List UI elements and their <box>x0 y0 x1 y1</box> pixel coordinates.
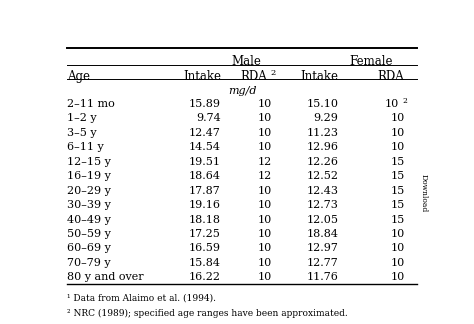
Text: 12.43: 12.43 <box>306 186 338 196</box>
Text: 12: 12 <box>258 171 272 181</box>
Text: 50–59 y: 50–59 y <box>66 229 110 239</box>
Text: 19.16: 19.16 <box>189 200 221 210</box>
Text: 12.05: 12.05 <box>306 214 338 225</box>
Text: 10: 10 <box>258 99 272 109</box>
Text: 10: 10 <box>258 214 272 225</box>
Text: 2–11 mo: 2–11 mo <box>66 99 114 109</box>
Text: 15: 15 <box>390 171 405 181</box>
Text: 9.29: 9.29 <box>314 113 338 123</box>
Text: 80 y and over: 80 y and over <box>66 272 143 283</box>
Text: 10: 10 <box>390 243 405 253</box>
Text: 10: 10 <box>258 186 272 196</box>
Text: 12.97: 12.97 <box>307 243 338 253</box>
Text: 16.22: 16.22 <box>189 272 221 283</box>
Text: 11.23: 11.23 <box>306 128 338 138</box>
Text: 10: 10 <box>390 113 405 123</box>
Text: 70–79 y: 70–79 y <box>66 258 110 268</box>
Text: Intake: Intake <box>301 70 338 83</box>
Text: 6–11 y: 6–11 y <box>66 142 103 152</box>
Text: 15: 15 <box>390 214 405 225</box>
Text: 12.77: 12.77 <box>307 258 338 268</box>
Text: Female: Female <box>350 55 393 68</box>
Text: RDA: RDA <box>378 70 405 83</box>
Text: 10: 10 <box>258 128 272 138</box>
Text: 15: 15 <box>390 200 405 210</box>
Text: 10: 10 <box>258 142 272 152</box>
Text: ² NRC (1989); specified age ranges have been approximated.: ² NRC (1989); specified age ranges have … <box>66 309 347 318</box>
Text: mg/d: mg/d <box>228 86 257 96</box>
Text: 10: 10 <box>258 272 272 283</box>
Text: 3–5 y: 3–5 y <box>66 128 96 138</box>
Text: 12.26: 12.26 <box>306 156 338 167</box>
Text: 1–2 y: 1–2 y <box>66 113 96 123</box>
Text: 15.89: 15.89 <box>189 99 221 109</box>
Text: 10: 10 <box>390 258 405 268</box>
Text: Intake: Intake <box>183 70 221 83</box>
Text: 18.84: 18.84 <box>306 229 338 239</box>
Text: 9.74: 9.74 <box>196 113 221 123</box>
Text: Male: Male <box>232 55 262 68</box>
Text: RDA: RDA <box>240 70 267 83</box>
Text: 10: 10 <box>390 229 405 239</box>
Text: 11.76: 11.76 <box>307 272 338 283</box>
Text: 10: 10 <box>258 229 272 239</box>
Text: 15: 15 <box>390 186 405 196</box>
Text: Age: Age <box>66 70 90 83</box>
Text: Download: Download <box>420 174 428 213</box>
Text: 10: 10 <box>390 128 405 138</box>
Text: 18.64: 18.64 <box>189 171 221 181</box>
Text: 12.73: 12.73 <box>307 200 338 210</box>
Text: 14.54: 14.54 <box>189 142 221 152</box>
Text: 12.96: 12.96 <box>306 142 338 152</box>
Text: 10: 10 <box>258 200 272 210</box>
Text: 20–29 y: 20–29 y <box>66 186 110 196</box>
Text: 10: 10 <box>390 272 405 283</box>
Text: 12–15 y: 12–15 y <box>66 156 110 167</box>
Text: 2: 2 <box>271 69 276 77</box>
Text: 10: 10 <box>390 142 405 152</box>
Text: 18.18: 18.18 <box>189 214 221 225</box>
Text: 12.52: 12.52 <box>306 171 338 181</box>
Text: 16–19 y: 16–19 y <box>66 171 110 181</box>
Text: 12: 12 <box>258 156 272 167</box>
Text: 2: 2 <box>403 97 408 105</box>
Text: 15.10: 15.10 <box>306 99 338 109</box>
Text: 10: 10 <box>258 258 272 268</box>
Text: 10: 10 <box>258 113 272 123</box>
Text: 10: 10 <box>258 243 272 253</box>
Text: 17.25: 17.25 <box>189 229 221 239</box>
Text: 60–69 y: 60–69 y <box>66 243 110 253</box>
Text: 19.51: 19.51 <box>189 156 221 167</box>
Text: ¹ Data from Alaimo et al. (1994).: ¹ Data from Alaimo et al. (1994). <box>66 293 216 302</box>
Text: 10: 10 <box>385 99 399 109</box>
Text: 12.47: 12.47 <box>189 128 221 138</box>
Text: 16.59: 16.59 <box>189 243 221 253</box>
Text: 17.87: 17.87 <box>189 186 221 196</box>
Text: 30–39 y: 30–39 y <box>66 200 110 210</box>
Text: 15.84: 15.84 <box>189 258 221 268</box>
Text: 15: 15 <box>390 156 405 167</box>
Text: 40–49 y: 40–49 y <box>66 214 110 225</box>
